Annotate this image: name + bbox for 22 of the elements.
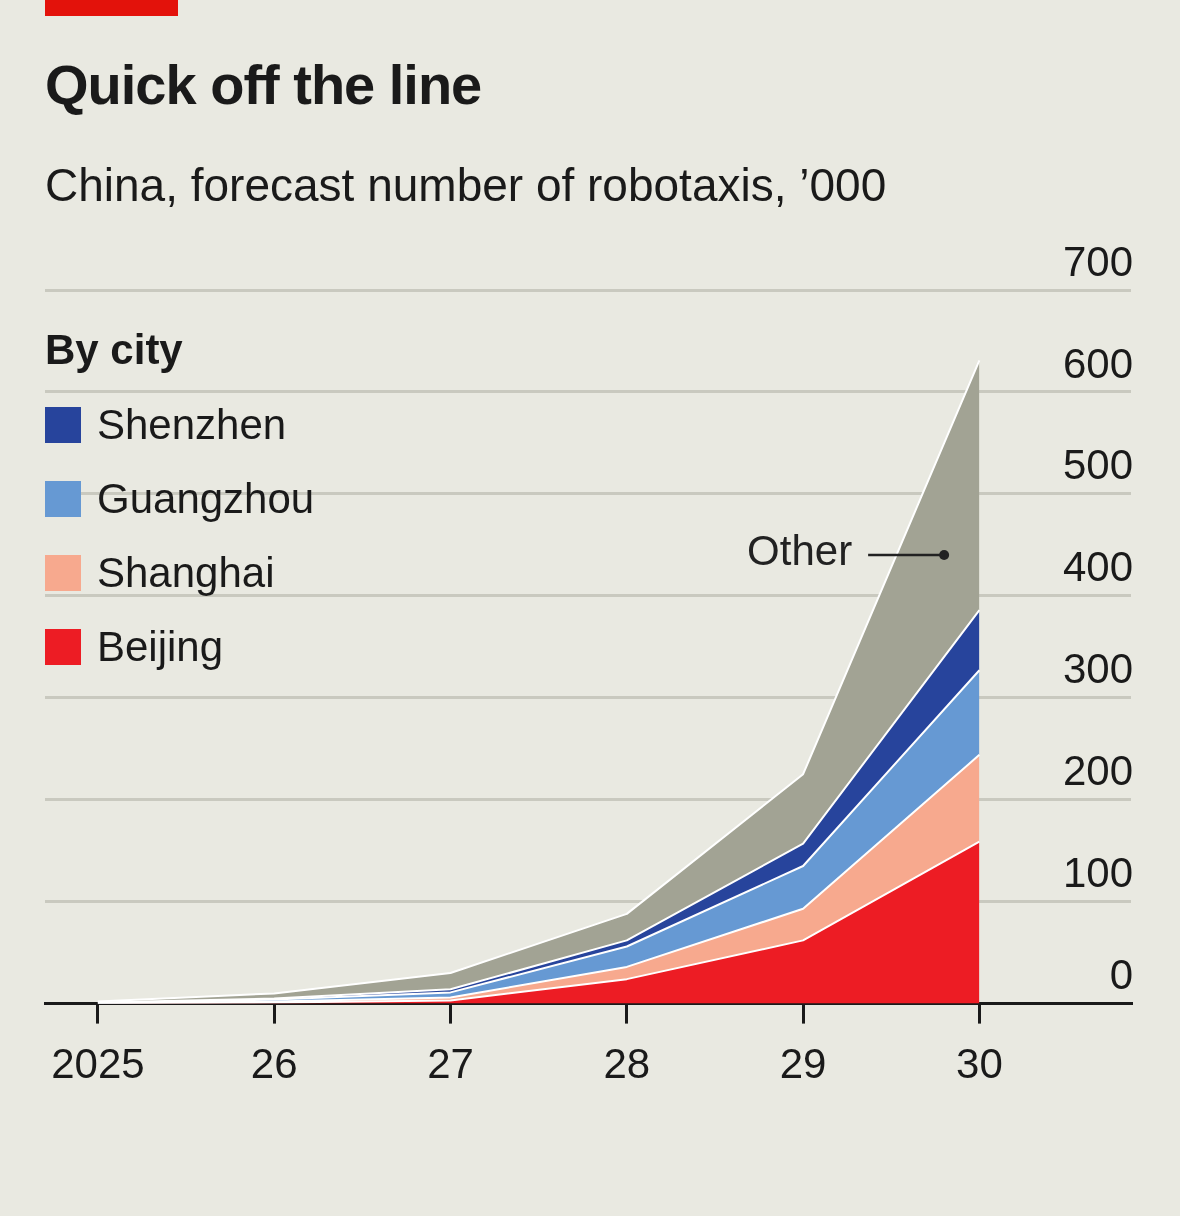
- chart-title: Quick off the line: [45, 52, 482, 117]
- y-tick-label: 400: [1062, 543, 1133, 591]
- y-tick-label: 200: [1062, 747, 1133, 795]
- x-tick-label: 29: [779, 1040, 827, 1088]
- y-tick-label: 700: [1062, 237, 1133, 285]
- legend-label: Beijing: [97, 623, 224, 671]
- chart-subtitle: China, forecast number of robotaxis, ’000: [45, 158, 887, 212]
- x-tick-label: 27: [427, 1040, 474, 1088]
- y-tick-label: 600: [1062, 339, 1133, 387]
- legend-label: Shanghai: [97, 549, 275, 597]
- x-tick-label: 30: [956, 1040, 1003, 1088]
- legend-label: Shenzhen: [97, 401, 287, 449]
- x-tick-label: 26: [250, 1040, 298, 1088]
- x-tick-label: 2025: [51, 1040, 145, 1088]
- y-tick-label: 500: [1062, 441, 1133, 489]
- legend-label: Guangzhou: [97, 475, 315, 523]
- y-tick-label: 0: [1109, 951, 1133, 999]
- annotation: Other: [747, 526, 853, 574]
- y-tick-label: 300: [1062, 645, 1133, 693]
- legend-title: By city: [45, 326, 184, 374]
- y-tick-label: 100: [1062, 849, 1133, 897]
- x-tick-label: 28: [603, 1040, 651, 1088]
